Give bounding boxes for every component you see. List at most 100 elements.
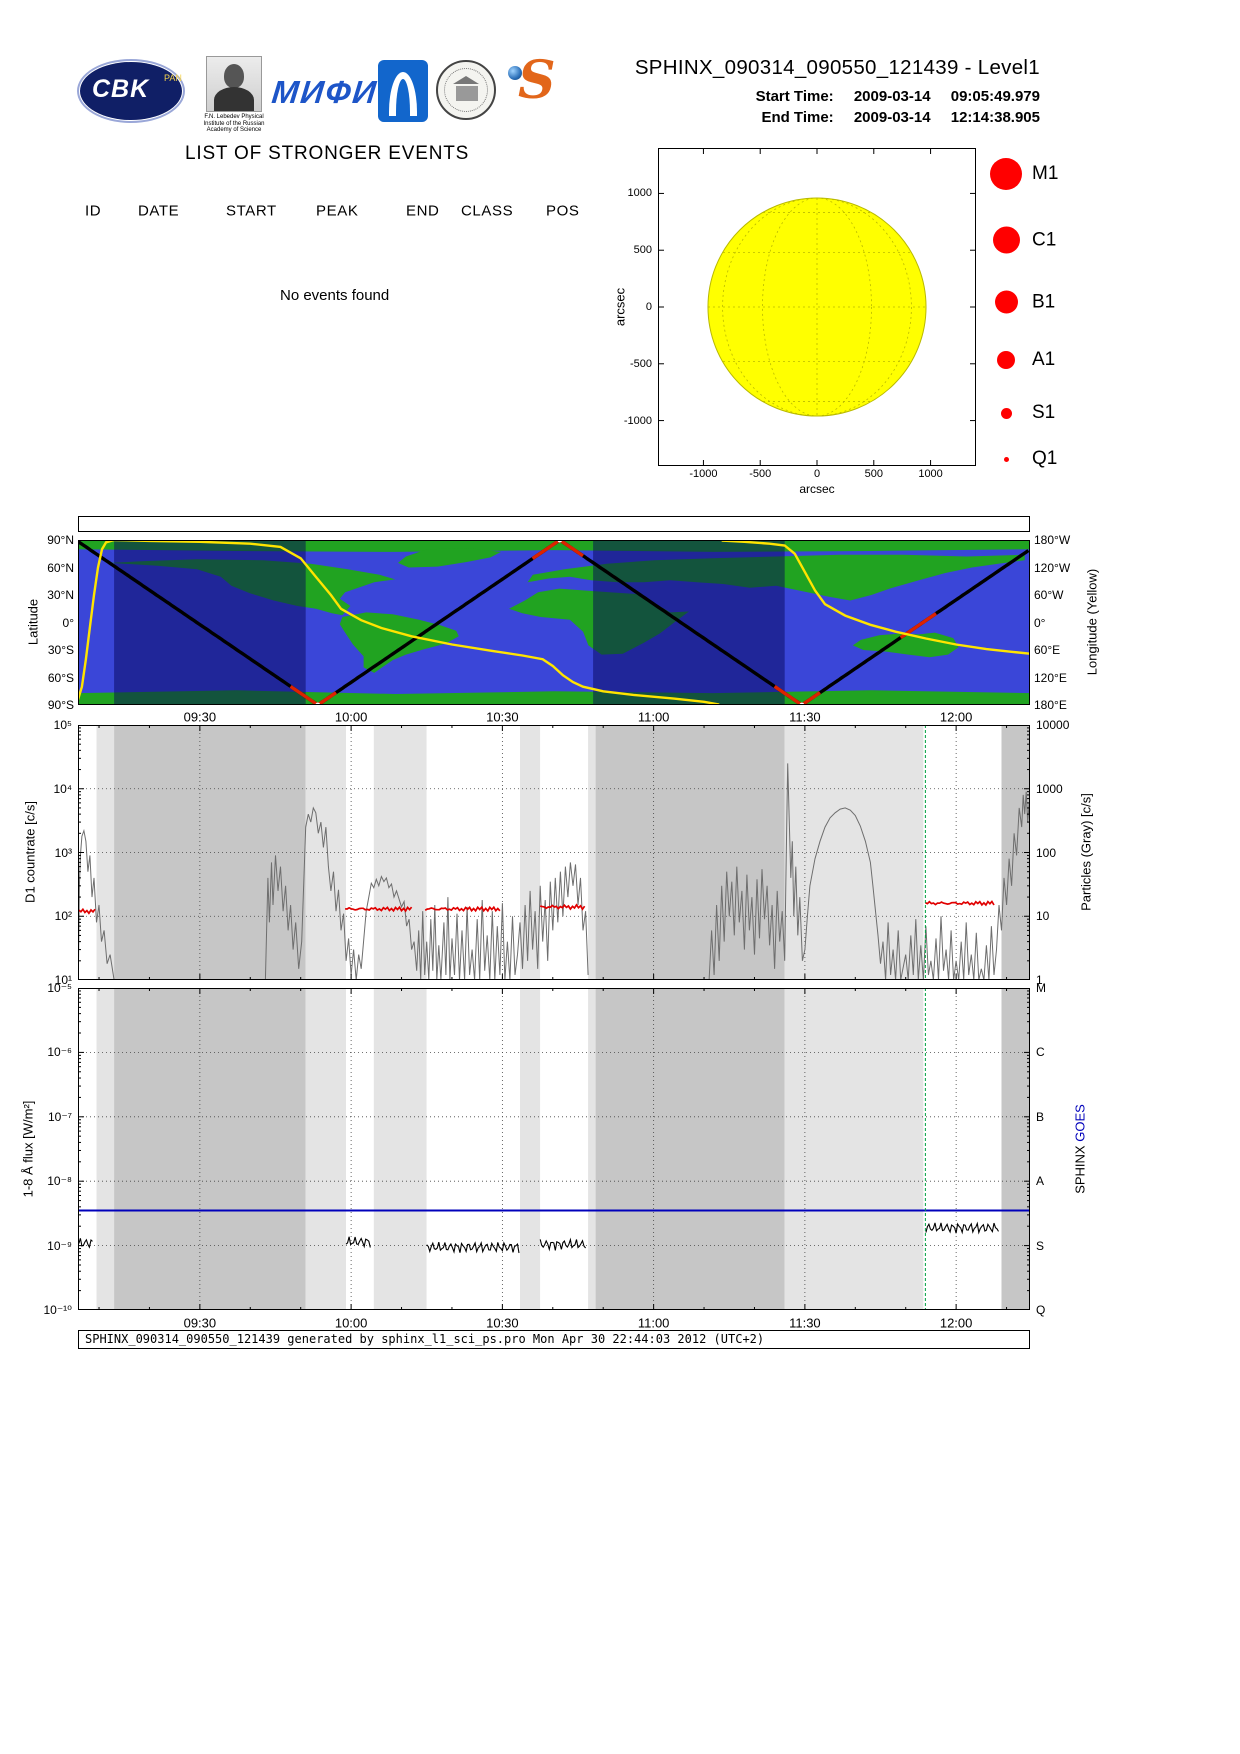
countrate-plot [78, 725, 1030, 980]
page-title: SPHINX_090314_090550_121439 - Level1 [634, 56, 1040, 79]
countrate-y-axis-label: D1 countrate [c/s] [22, 801, 38, 903]
countrate-y-tick-label: 10³ [54, 845, 72, 860]
seal-inner-ring [444, 68, 488, 112]
legend-label: Q1 [1032, 448, 1058, 469]
longitude-tick-label: 60°W [1034, 588, 1064, 602]
sun-y-tick-label: 0 [645, 301, 652, 313]
latitude-tick-label: 30°N [47, 588, 74, 602]
end-date-value: 2009-03-14 [853, 109, 931, 126]
sun-disk-plot [658, 148, 976, 466]
legend-item-A1: A1 [988, 349, 1055, 371]
lebedev-caption: F.N. Lebedev Physical Institute of the R… [203, 114, 265, 133]
flux-y-tick-label: 10⁻⁵ [47, 981, 72, 995]
events-list-title: LIST OF STRONGER EVENTS [185, 143, 470, 164]
solar-s-logo: S [506, 50, 568, 120]
particles-y-tick-label: 10000 [1036, 718, 1070, 732]
longitude-tick-label: 120°E [1034, 670, 1067, 685]
cbk-pan-text: PAN [164, 73, 182, 83]
time-tick-label: 09:30 [183, 1315, 217, 1331]
legend-label: C1 [1032, 229, 1057, 250]
goes-class-letter: C [1036, 1045, 1045, 1060]
countrate-y-tick-label: 10² [54, 909, 72, 924]
countrate-y-tick-label: 10¹ [54, 973, 72, 987]
longitude-tick-label: 0° [1034, 615, 1046, 630]
events-column-id: ID [85, 202, 102, 220]
flare-class-circle [992, 226, 1020, 254]
globe-icon [508, 66, 522, 80]
goes-label: GOES [1072, 1104, 1088, 1142]
time-tick-label: 12:00 [939, 709, 973, 725]
sphinx-label: SPHINX [1072, 1145, 1088, 1194]
longitude-tick-label: 180°E [1034, 698, 1067, 712]
cbk-pan-logo: CBK PAN [80, 62, 182, 120]
latitude-tick-label: 90°N [47, 533, 74, 547]
end-time-label: End Time: [761, 109, 834, 126]
sun-y-tick-label: -500 [629, 357, 652, 370]
sun-x-tick-label: 1000 [918, 468, 943, 480]
flux-y-tick-label: 10⁻¹⁰ [43, 1303, 73, 1317]
countrate-y-tick-label: 10⁵ [53, 718, 72, 732]
legend-item-Q1: Q1 [988, 448, 1057, 470]
flux-y-tick-label: 10⁻⁶ [47, 1045, 72, 1060]
time-tick-label: 10:30 [486, 709, 519, 725]
countrate-y-tick-label: 10⁴ [53, 781, 72, 796]
latitude-tick-label: 90°S [47, 698, 74, 712]
events-column-end: END [406, 202, 440, 220]
university-seal-logo [436, 60, 496, 120]
lebedev-portrait [206, 56, 262, 112]
time-tick-label: 10:00 [334, 709, 368, 725]
events-column-class: CLASS [461, 202, 514, 220]
goes-class-letter: A [1036, 1174, 1045, 1189]
flux-y-tick-label: 10⁻⁸ [47, 1174, 72, 1189]
flux-y-tick-label: 10⁻⁹ [47, 1238, 72, 1253]
longitude-tick-label: 180°W [1034, 533, 1071, 547]
sun-x-tick-label: 500 [864, 468, 883, 480]
map-right-axis-label: Longitude (Yellow) [1084, 568, 1100, 676]
flux-plot [78, 988, 1030, 1310]
latitude-tick-label: 60°N [47, 560, 74, 575]
arch-icon [389, 72, 417, 116]
solar-s-letter: S [518, 50, 556, 111]
start-date-value: 2009-03-14 [853, 88, 931, 105]
mephi-logo: МИФИ [270, 74, 380, 110]
time-tick-label: 11:30 [789, 1315, 821, 1331]
events-column-peak: PEAK [316, 202, 359, 220]
legend-item-B1: B1 [988, 290, 1055, 314]
map-y-axis-label: Latitude [25, 598, 41, 646]
flux-y-axis-label: 1-8 Å flux [W/m²] [20, 1100, 36, 1198]
particles-y-tick-label: 100 [1036, 845, 1057, 860]
latitude-tick-label: 60°S [47, 670, 74, 685]
ground-track-svg [78, 540, 1030, 705]
generation-footer: SPHINX_090314_090550_121439 generated by… [78, 1330, 1030, 1349]
latitude-tick-label: 0° [62, 615, 74, 630]
goes-class-letter: S [1036, 1238, 1045, 1253]
sun-y-tick-label: 1000 [627, 187, 652, 200]
latitude-tick-label: 30°S [47, 643, 74, 657]
arch-institute-logo [378, 60, 428, 122]
sun-y-tick-label: -1000 [623, 414, 652, 427]
legend-item-S1: S1 [988, 402, 1055, 424]
sun-x-tick-label: 0 [813, 468, 821, 480]
countrate-svg [78, 725, 1030, 980]
sun-disk-svg [658, 148, 976, 466]
flare-class-circle [1003, 456, 1009, 462]
seal-building [456, 86, 478, 101]
sun-y-axis-label: arcsec [612, 287, 628, 327]
start-time-value: 09:05:49.979 [950, 88, 1040, 105]
events-column-start: START [226, 202, 277, 220]
no-events-message: No events found [280, 287, 390, 304]
flux-svg [78, 988, 1030, 1310]
sun-x-tick-label: -1000 [689, 468, 718, 480]
footer-text: SPHINX_090314_090550_121439 generated by… [85, 1332, 765, 1346]
particles-axis-label: Particles (Gray) [c/s] [1078, 793, 1094, 911]
particles-y-tick-label: 10 [1036, 909, 1050, 924]
legend-label: A1 [1032, 349, 1056, 370]
lebedev-institute-logo: F.N. Lebedev Physical Institute of the R… [196, 56, 272, 134]
sun-x-tick-label: -500 [749, 468, 772, 480]
longitude-tick-label: 60°E [1034, 643, 1061, 657]
legend-label: S1 [1032, 402, 1056, 423]
time-tick-label: 11:00 [637, 1315, 670, 1331]
flux-y-tick-label: 10⁻⁷ [47, 1109, 72, 1124]
particles-y-tick-label: 1000 [1036, 781, 1063, 796]
events-position-strip [78, 516, 1030, 532]
